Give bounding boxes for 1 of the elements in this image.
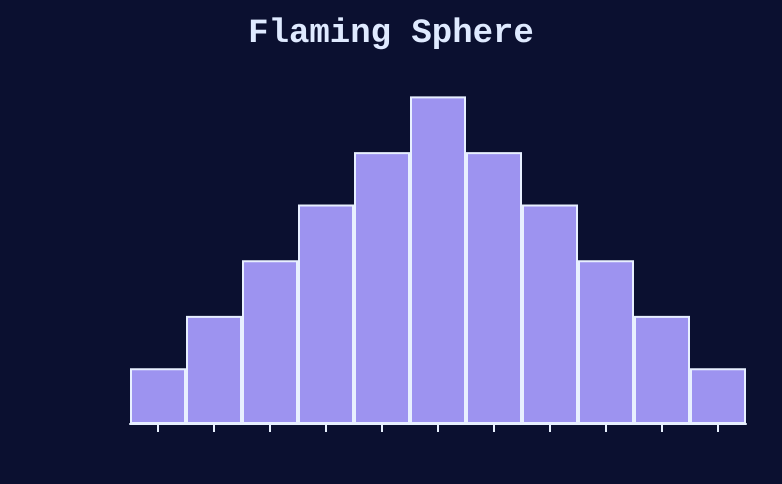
chart-title: Flaming Sphere bbox=[248, 15, 534, 53]
